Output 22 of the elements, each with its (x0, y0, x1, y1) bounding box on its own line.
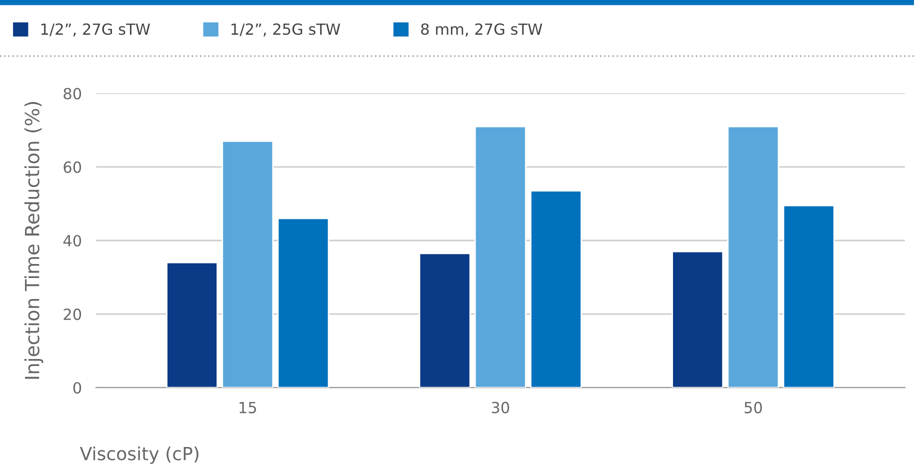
bar (474, 126, 526, 388)
bar (530, 190, 582, 388)
y-tick-label: 80 (64, 88, 82, 100)
bar (166, 262, 218, 388)
x-tick-label: 15 (240, 402, 256, 414)
bar (222, 140, 274, 388)
x-axis-title: Viscosity (cP) (80, 446, 198, 464)
bar (672, 250, 724, 388)
x-tick-label: 50 (744, 402, 762, 414)
legend-label: 8 mm, 27G sTW (421, 23, 542, 36)
bar (277, 218, 330, 388)
bar (418, 252, 471, 388)
legend-label: 1/2”, 25G sTW (232, 23, 340, 36)
y-tick-label: 40 (63, 234, 82, 247)
y-tick-label: 20 (64, 308, 82, 320)
bar (727, 126, 780, 388)
y-axis-title: Injection Time Reduction (%) (24, 102, 44, 379)
bar (782, 204, 835, 388)
y-tick-label: 0 (73, 382, 82, 394)
y-tick-label: 60 (64, 161, 82, 173)
x-tick-label: 30 (492, 402, 510, 414)
legend-label: 1/2”, 27G sTW (41, 23, 150, 36)
